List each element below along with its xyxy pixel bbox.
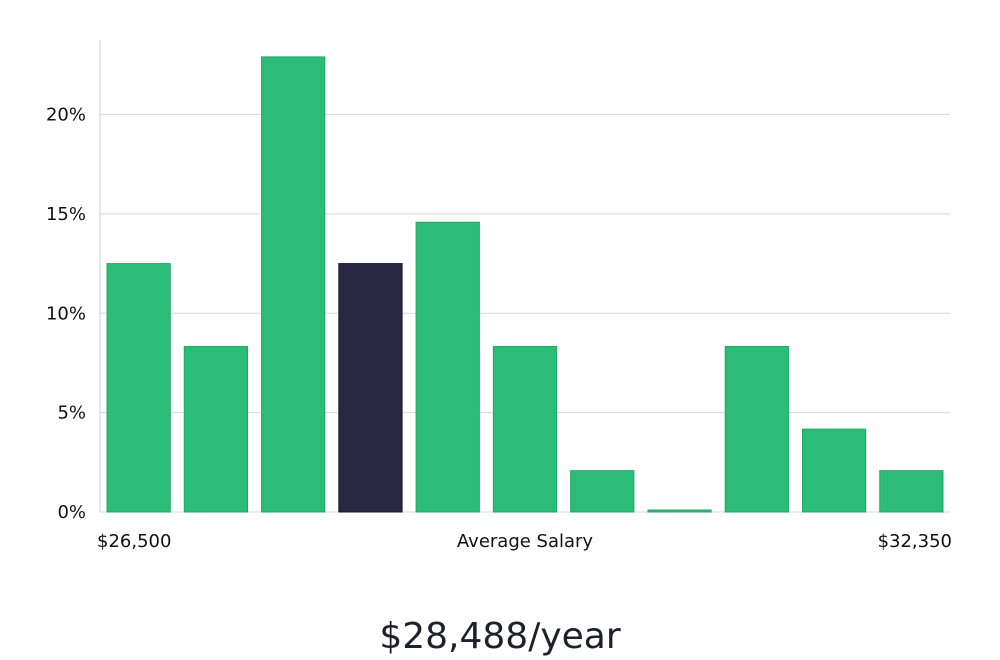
bar [801,428,867,513]
x-axis-title: Average Salary [457,531,594,552]
y-tick-label: 20% [46,105,86,126]
y-tick-label: 5% [57,403,86,424]
bar [415,221,480,513]
average-salary-value: $28,488/year [379,616,621,657]
x-min-label: $26,500 [97,531,171,552]
bar [570,470,635,513]
bar [183,345,249,513]
bar [106,263,171,513]
bar-highlight-average [338,263,403,513]
y-tick-label: 15% [46,204,86,225]
bar [492,345,558,513]
bar [647,509,712,513]
bars [106,56,944,513]
y-tick-label: 0% [57,502,86,523]
bar [879,470,944,513]
bar [724,345,789,513]
x-max-label: $32,350 [878,531,952,552]
y-tick-labels: 0% 5% 10% 15% 20% [46,105,86,523]
y-tick-label: 10% [46,303,86,324]
bar [261,56,326,513]
